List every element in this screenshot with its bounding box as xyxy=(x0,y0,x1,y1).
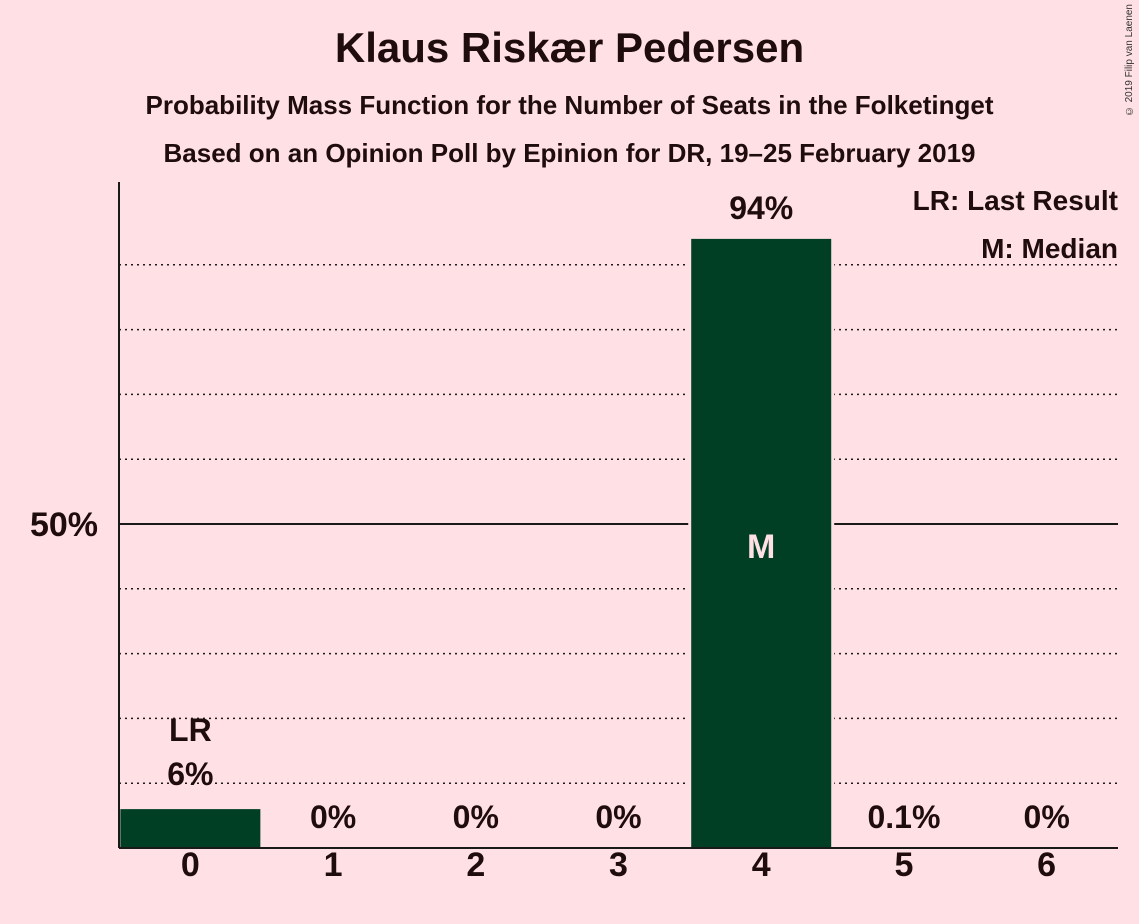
gridlines xyxy=(119,264,1118,784)
axes: 50% 0 1 2 3 4 5 6 xyxy=(30,182,1118,884)
chart-title: Klaus Riskær Pedersen xyxy=(334,24,805,71)
x-tick-label: 6 xyxy=(1037,846,1056,884)
x-tick-label: 5 xyxy=(894,846,913,884)
legend-item: M: Median xyxy=(981,233,1118,264)
x-tick-label: 4 xyxy=(752,846,771,884)
x-tick-label: 2 xyxy=(466,846,485,884)
chart-subtitle: Probability Mass Function for the Number… xyxy=(145,90,994,120)
y-tick-label: 50% xyxy=(30,506,98,544)
legend: LR: Last Result M: Median xyxy=(913,185,1118,264)
last-result-marker: LR xyxy=(169,712,212,748)
bar-seat-0 xyxy=(120,809,261,848)
x-tick-label: 0 xyxy=(181,846,200,884)
bars xyxy=(117,238,974,848)
data-labels: 6% LR 0% 0% 0% 94% M 0.1% 0% xyxy=(167,190,1070,835)
value-label: 94% xyxy=(729,190,793,226)
value-label: 0% xyxy=(453,799,499,835)
value-label: 0% xyxy=(310,799,356,835)
x-tick-label: 3 xyxy=(609,846,628,884)
value-label: 0% xyxy=(595,799,641,835)
x-tick-label: 1 xyxy=(324,846,343,884)
value-label: 0.1% xyxy=(867,799,940,835)
chart-subtitle-source: Based on an Opinion Poll by Epinion for … xyxy=(163,138,976,168)
value-label: 0% xyxy=(1024,799,1070,835)
median-marker: M xyxy=(747,528,775,566)
value-label: 6% xyxy=(167,756,213,792)
bar-seat-4 xyxy=(691,238,832,848)
legend-item: LR: Last Result xyxy=(913,185,1118,216)
